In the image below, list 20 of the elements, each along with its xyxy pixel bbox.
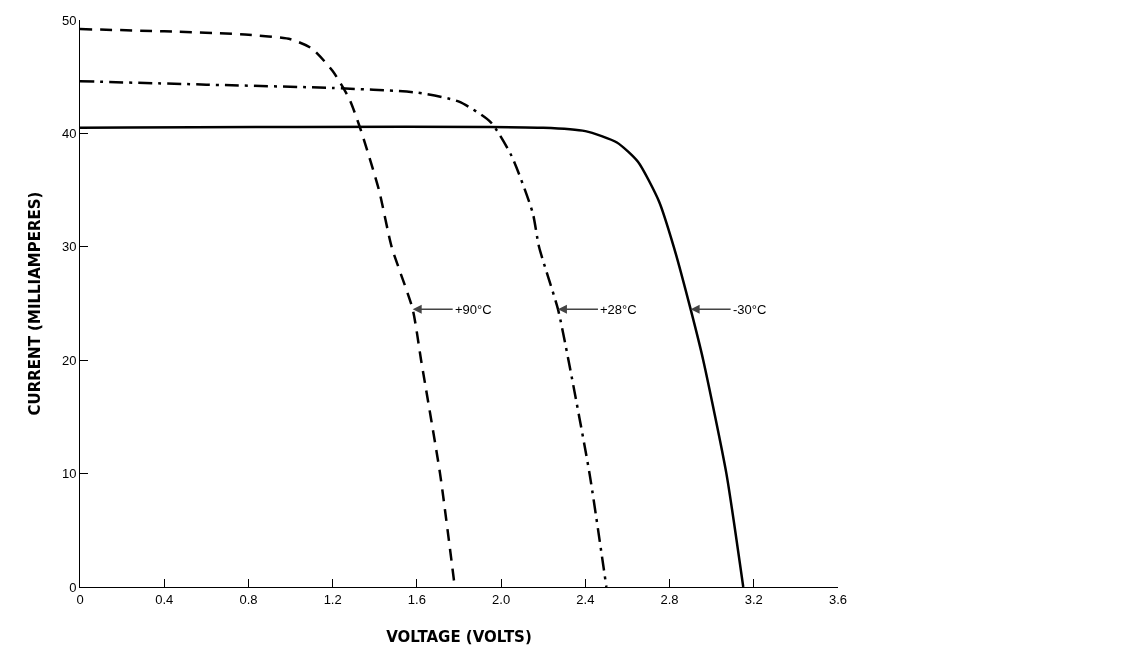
- annotation: -30°C: [733, 302, 767, 317]
- x-tick-label: 1.2: [323, 591, 342, 607]
- x-tick-label: 2.0: [492, 591, 511, 607]
- y-tick-label: 10: [61, 466, 77, 482]
- y-tick-label: 50: [61, 12, 77, 28]
- x-tick-label: 0.8: [239, 591, 258, 607]
- annotation: +28°C: [600, 302, 637, 317]
- y-tick-label: 30: [61, 239, 77, 255]
- y-tick-label: 20: [61, 352, 77, 368]
- y-tick-label: 40: [61, 125, 77, 141]
- x-tick-label: 2.8: [660, 591, 679, 607]
- y-axis-title: CURRENT (MILLIAMPERES): [26, 191, 44, 416]
- x-axis-title: VOLTAGE (VOLTS): [386, 628, 532, 646]
- x-tick-label: 1.6: [407, 591, 426, 607]
- y-tick-label: 0: [69, 579, 77, 595]
- x-tick-label: 2.4: [576, 591, 595, 607]
- x-tick-label: 3.2: [744, 591, 763, 607]
- annotation: +90°C: [455, 302, 492, 317]
- x-tick-label: 3.6: [828, 591, 848, 607]
- x-tick-label: 0.4: [155, 591, 174, 607]
